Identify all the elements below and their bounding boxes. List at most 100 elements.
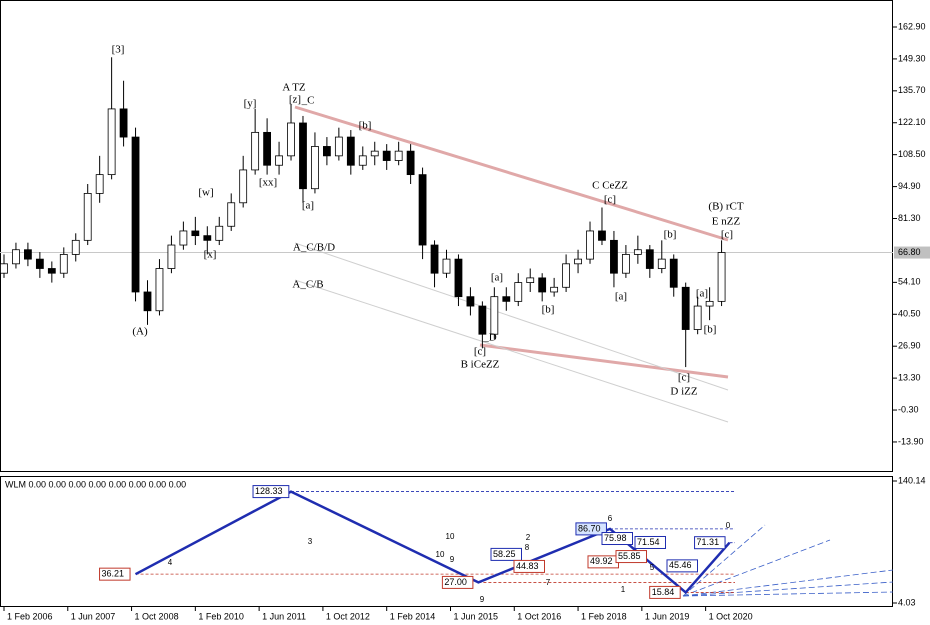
candle-body bbox=[550, 286, 559, 293]
wave-count: 10 bbox=[446, 532, 455, 541]
y-tick-label: 94.90 bbox=[898, 181, 921, 191]
candle-body bbox=[526, 277, 535, 283]
level-label: 71.54 bbox=[637, 537, 660, 547]
vertex-label: 128.33 bbox=[255, 486, 283, 496]
label-box bbox=[441, 575, 474, 589]
main-panel bbox=[0, 0, 893, 472]
candle-body bbox=[179, 230, 188, 246]
channel-line bbox=[294, 279, 729, 423]
level-label: 44.83 bbox=[516, 561, 539, 571]
candle-body bbox=[334, 136, 343, 157]
wave-count: 8 bbox=[525, 543, 530, 552]
candle-body bbox=[119, 108, 128, 138]
candle-body bbox=[562, 263, 570, 288]
candle-body bbox=[239, 169, 248, 204]
y-tick-label: -13.90 bbox=[898, 436, 924, 446]
y-tick-label: 122.10 bbox=[898, 117, 926, 127]
candle-body bbox=[669, 258, 678, 288]
y-tick-label: 54.10 bbox=[898, 277, 921, 287]
candle-body bbox=[454, 258, 463, 298]
x-tick-label: 1 Feb 2014 bbox=[390, 611, 436, 621]
fan-line bbox=[682, 569, 894, 597]
candle-body bbox=[382, 150, 391, 161]
candle-body bbox=[490, 296, 499, 335]
wave-label: [b] bbox=[359, 120, 372, 132]
candle-body bbox=[598, 230, 606, 241]
price-label: 66.80 bbox=[898, 247, 921, 257]
x-tick-label: 1 Oct 2016 bbox=[517, 611, 561, 621]
wave-label: [y] bbox=[244, 98, 257, 110]
y-tick-label: 162.90 bbox=[898, 21, 926, 31]
label-box bbox=[252, 485, 290, 499]
candle-body bbox=[418, 174, 427, 246]
trend-line bbox=[294, 105, 729, 242]
wave-label: [c] bbox=[604, 194, 616, 206]
candle-body bbox=[287, 122, 295, 157]
wave-label: [xx] bbox=[259, 177, 277, 189]
wave-label: [b] bbox=[542, 304, 555, 316]
wave-count: 9 bbox=[480, 595, 485, 604]
level-box bbox=[513, 559, 545, 573]
candle-body bbox=[12, 249, 20, 265]
fan-line bbox=[682, 591, 894, 597]
candle-body bbox=[358, 155, 367, 166]
wave-count: 1 bbox=[621, 585, 626, 594]
candle-body bbox=[131, 136, 140, 293]
x-tick-label: 1 Jun 2007 bbox=[71, 611, 116, 621]
candle-body bbox=[251, 131, 260, 171]
wave-label: _C bbox=[301, 95, 315, 107]
wave-label: [b] bbox=[704, 324, 717, 336]
y-tick-label: 81.30 bbox=[898, 213, 921, 223]
wave-label: [a] bbox=[491, 272, 503, 284]
level-label: 75.98 bbox=[604, 533, 627, 543]
candle-body bbox=[0, 263, 8, 274]
candle-body bbox=[24, 249, 32, 260]
fan-line bbox=[682, 524, 766, 597]
candle-body bbox=[299, 122, 307, 190]
wave-label: [x] bbox=[204, 249, 217, 261]
label-box bbox=[575, 522, 607, 536]
wave-label: [a] bbox=[302, 200, 314, 212]
wave-count: 5 bbox=[650, 563, 655, 572]
candle-body bbox=[71, 239, 80, 255]
price-box bbox=[894, 246, 930, 259]
wave-label: B iCeZZ bbox=[461, 359, 500, 371]
candle-body bbox=[215, 225, 224, 241]
label-box bbox=[99, 567, 131, 581]
wave-label: [c] bbox=[678, 372, 690, 384]
level-label: 58.25 bbox=[493, 549, 516, 559]
candle-body bbox=[657, 258, 666, 269]
candle-body bbox=[394, 150, 403, 161]
level-label: 55.85 bbox=[618, 551, 641, 561]
wave-label: A_C/B/D bbox=[293, 242, 335, 254]
candle-body bbox=[143, 291, 152, 312]
wave-count: 2 bbox=[526, 533, 531, 542]
y-tick-label: 4.03 bbox=[898, 597, 916, 607]
level-box bbox=[634, 535, 666, 549]
wave-label: [c] bbox=[474, 346, 486, 358]
candle-body bbox=[370, 150, 379, 157]
fan-line bbox=[682, 581, 894, 597]
candle-body bbox=[227, 202, 236, 227]
y-tick-label: 135.70 bbox=[898, 85, 926, 95]
fan-line bbox=[682, 539, 831, 597]
candle-body bbox=[167, 244, 176, 269]
wave-count: 7 bbox=[546, 578, 551, 587]
candle-body bbox=[621, 254, 630, 274]
x-tick-label: 1 Feb 2010 bbox=[198, 611, 244, 621]
level-box bbox=[615, 550, 647, 564]
y-tick-label: -0.30 bbox=[898, 404, 919, 414]
level-box bbox=[490, 547, 522, 561]
wave-label: (A) bbox=[132, 326, 148, 338]
level-box bbox=[601, 532, 633, 546]
candle-body bbox=[586, 230, 594, 260]
vertex-label: 71.31 bbox=[697, 537, 720, 547]
candle-body bbox=[203, 235, 212, 241]
wave-label: [c] bbox=[721, 229, 733, 241]
candle-body bbox=[574, 258, 582, 265]
y-tick-label: 40.50 bbox=[898, 309, 921, 319]
candle-body bbox=[502, 296, 511, 302]
candle-body bbox=[538, 277, 547, 293]
x-tick-label: 1 Jun 2011 bbox=[262, 611, 306, 621]
candle-body bbox=[275, 155, 283, 166]
